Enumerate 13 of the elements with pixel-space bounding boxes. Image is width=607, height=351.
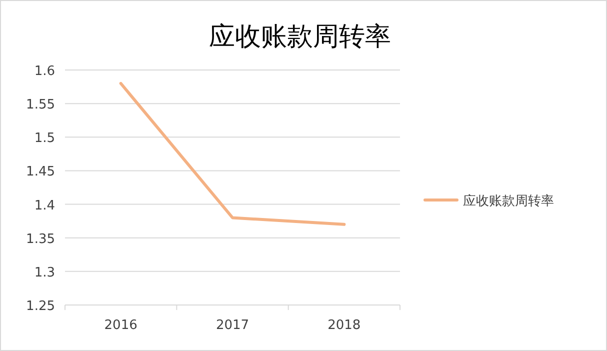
y-tick-label: 1.5 — [34, 131, 55, 146]
y-tick-label: 1.45 — [26, 164, 55, 180]
x-tick-label: 2018 — [328, 318, 361, 333]
x-tick-label: 2016 — [104, 318, 138, 333]
y-tick-label: 1.3 — [34, 265, 55, 280]
y-tick-label: 1.35 — [26, 232, 55, 247]
chart-title: 应收账款周转率 — [209, 22, 391, 52]
y-tick-label: 1.4 — [34, 198, 55, 214]
y-tick-label: 1.6 — [34, 64, 55, 79]
x-tick-label: 2017 — [216, 318, 250, 333]
legend-label: 应收账款周转率 — [463, 193, 554, 209]
y-tick-label: 1.55 — [26, 98, 55, 113]
y-tick-label: 1.25 — [26, 299, 55, 314]
